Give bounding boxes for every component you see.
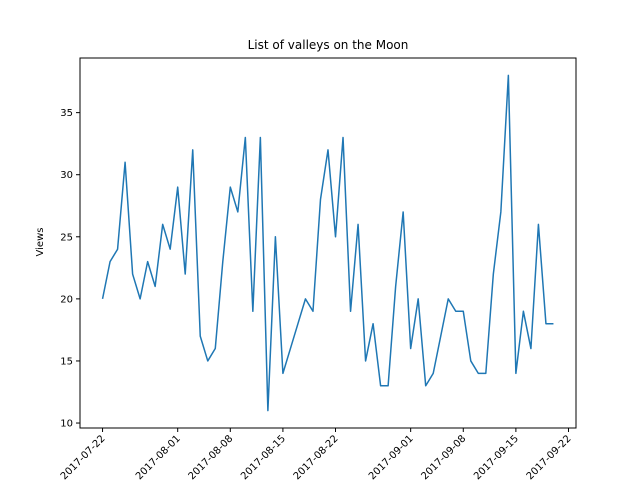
y-axis-label: Views	[35, 228, 46, 257]
y-tick-label: 30	[60, 170, 73, 181]
series-line	[101, 74, 554, 412]
y-tick-label: 35	[60, 108, 73, 119]
y-tick-label: 20	[60, 294, 73, 305]
chart-title: List of valleys on the Moon	[248, 38, 409, 52]
axes-frame	[79, 57, 577, 429]
y-tick-label: 10	[60, 419, 73, 430]
y-tick-label: 15	[60, 356, 73, 367]
y-tick-label: 25	[60, 232, 73, 243]
